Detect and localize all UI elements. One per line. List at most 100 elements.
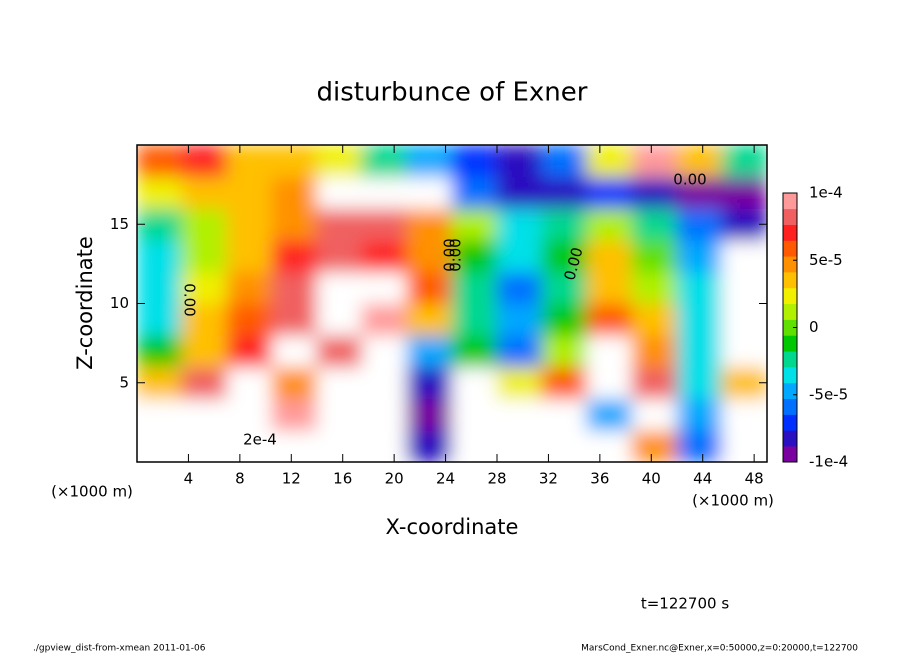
cell xyxy=(496,176,543,209)
cell xyxy=(631,303,678,336)
cell xyxy=(586,207,633,241)
cell xyxy=(586,334,633,368)
cell xyxy=(676,176,723,209)
cell xyxy=(631,398,678,431)
cell xyxy=(586,398,633,431)
cell xyxy=(361,303,408,336)
cell xyxy=(226,398,273,431)
cell xyxy=(676,239,723,273)
cell xyxy=(586,366,633,400)
cell xyxy=(676,145,723,178)
cell xyxy=(406,334,453,368)
cell xyxy=(361,366,408,400)
cell xyxy=(631,429,678,462)
cell xyxy=(451,366,498,400)
field-cells xyxy=(137,145,767,462)
cell xyxy=(676,271,723,304)
cell xyxy=(631,366,678,400)
cell xyxy=(496,145,543,178)
y-tick-label: 5 xyxy=(119,373,129,391)
x-tick-label: 12 xyxy=(282,470,301,488)
cell xyxy=(271,429,318,462)
cell xyxy=(137,271,183,304)
colorbar-swatch xyxy=(783,414,797,431)
cell xyxy=(496,366,543,400)
x-tick-label: 36 xyxy=(590,470,609,488)
cell xyxy=(631,239,678,273)
cell xyxy=(181,271,228,304)
x-unit-label: (×1000 m) xyxy=(51,483,133,501)
cell xyxy=(316,207,363,241)
colorbar-swatch xyxy=(783,398,797,415)
cell xyxy=(721,334,767,368)
cell xyxy=(226,334,273,368)
cell xyxy=(137,334,183,368)
cell xyxy=(271,176,318,209)
contour-label: 0.00 xyxy=(181,283,199,316)
cell xyxy=(316,429,363,462)
cell xyxy=(316,176,363,209)
y-tick-label: 15 xyxy=(110,215,129,233)
colorbar-swatch xyxy=(783,303,797,320)
cell xyxy=(721,145,767,178)
cell xyxy=(406,366,453,400)
cell xyxy=(181,303,228,336)
x-unit-label: (×1000 m) xyxy=(692,492,774,510)
contour-label: 2e-4 xyxy=(243,431,277,449)
cell xyxy=(496,239,543,273)
x-axis-label: X-coordinate xyxy=(386,515,519,539)
cell xyxy=(451,207,498,241)
cell xyxy=(316,366,363,400)
cell xyxy=(541,398,588,431)
cell xyxy=(181,239,228,273)
subtitle: t=122700 s xyxy=(641,595,729,613)
contour-label: 0.00 xyxy=(447,238,465,271)
cell xyxy=(137,303,183,336)
colorbar-swatch xyxy=(783,256,797,273)
cell xyxy=(406,303,453,336)
footer-left: ./gpview_dist-from-xmean 2011-01-06 xyxy=(33,644,206,654)
cell xyxy=(361,334,408,368)
footer-right: MarsCond_Exner.nc@Exner,x=0:50000,z=0:20… xyxy=(581,644,858,654)
cell xyxy=(721,398,767,431)
cell xyxy=(361,239,408,273)
colorbar-swatch xyxy=(783,382,797,400)
contour-label: 0.00 xyxy=(441,238,459,271)
cell xyxy=(451,398,498,431)
cell xyxy=(541,145,588,178)
colorbar-swatch xyxy=(783,208,797,225)
cell xyxy=(316,239,363,273)
cell xyxy=(361,398,408,431)
cell xyxy=(496,398,543,431)
cell xyxy=(676,398,723,431)
cell xyxy=(226,303,273,336)
cell xyxy=(316,145,363,178)
cell xyxy=(316,303,363,336)
cell xyxy=(226,176,273,209)
x-tick-label: 40 xyxy=(642,470,661,488)
colorbar-tick-label: -5e-5 xyxy=(809,385,848,403)
cell xyxy=(496,207,543,241)
cell xyxy=(406,176,453,209)
cell xyxy=(451,176,498,209)
cell xyxy=(586,145,633,178)
cell xyxy=(181,176,228,209)
cell xyxy=(721,429,767,462)
cell xyxy=(406,398,453,431)
colorbar-tick-label: 5e-5 xyxy=(809,251,843,269)
cell xyxy=(451,145,498,178)
cell xyxy=(541,303,588,336)
cell xyxy=(137,176,183,209)
cell xyxy=(541,271,588,304)
cell xyxy=(586,429,633,462)
cell xyxy=(676,334,723,368)
cell xyxy=(496,334,543,368)
cell xyxy=(496,429,543,462)
cell xyxy=(721,176,767,209)
cell xyxy=(226,239,273,273)
cell xyxy=(586,239,633,273)
cell xyxy=(451,271,498,304)
cell xyxy=(631,271,678,304)
colorbar-tick-label: 0 xyxy=(809,318,819,336)
